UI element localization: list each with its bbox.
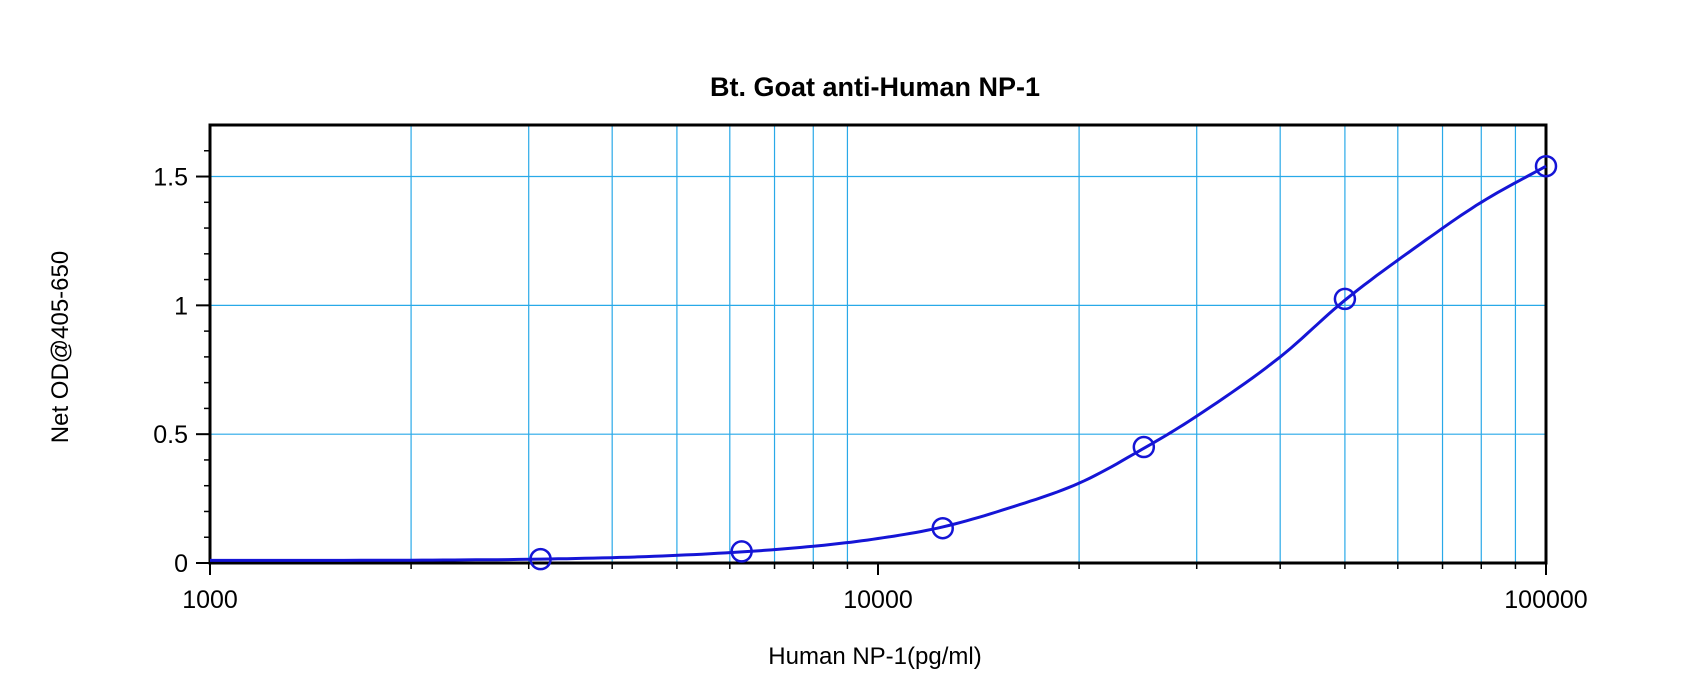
data-points bbox=[529, 154, 1558, 571]
grid-lines bbox=[210, 125, 1546, 563]
fit-curve-line bbox=[210, 164, 1547, 562]
y-tick-label: 1 bbox=[174, 292, 188, 320]
x-tick-label: 1000 bbox=[182, 586, 238, 614]
data-point bbox=[931, 516, 954, 540]
plot-frame bbox=[208, 123, 1548, 565]
x-tick-label: 100000 bbox=[1504, 586, 1587, 614]
y-tick-label: 1.5 bbox=[153, 164, 188, 192]
x-tick-label: 10000 bbox=[843, 586, 913, 614]
y-axis-label: Net OD@405-650 bbox=[47, 251, 74, 443]
y-tick-label: 0 bbox=[174, 550, 188, 578]
data-point bbox=[1333, 287, 1357, 311]
data-point bbox=[730, 540, 753, 563]
y-tick-label: 0.5 bbox=[153, 421, 188, 449]
data-point bbox=[1534, 154, 1558, 178]
data-point bbox=[1132, 435, 1156, 459]
tick-labels: 1000 10000 100000 0 0.5 1 1.5 bbox=[153, 164, 1587, 614]
x-axis-label: Human NP-1(pg/ml) bbox=[768, 643, 981, 670]
axis-ticks bbox=[196, 150, 1547, 575]
chart-title: Bt. Goat anti-Human NP-1 bbox=[710, 72, 1040, 102]
data-point bbox=[529, 547, 552, 571]
